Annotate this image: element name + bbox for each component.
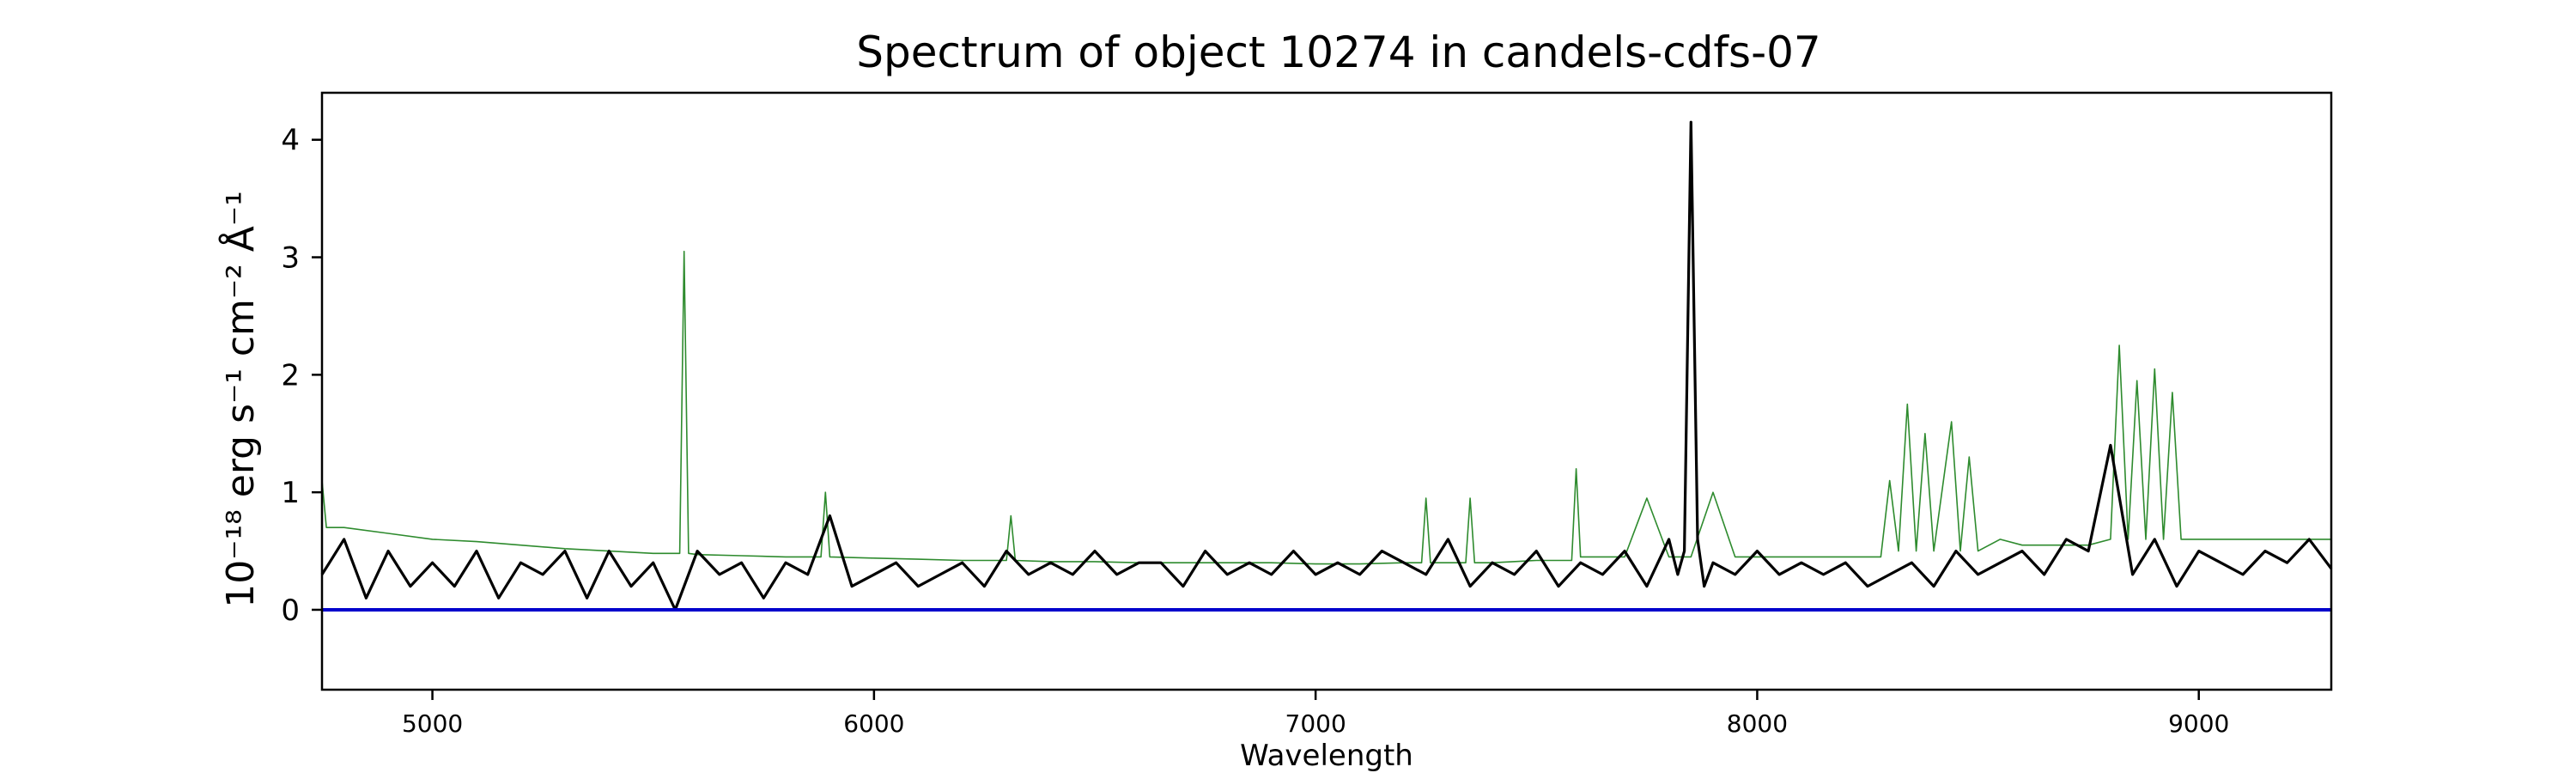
y-tick-label: 2 xyxy=(281,358,300,393)
x-tick-label: 6000 xyxy=(843,709,904,738)
y-axis-label: 10⁻¹⁸ erg s⁻¹ cm⁻² Å⁻¹ xyxy=(217,191,263,607)
plot-area xyxy=(320,93,2333,690)
error-spectrum-line xyxy=(321,250,2331,565)
plot-frame xyxy=(320,91,2333,691)
y-tick-label: 4 xyxy=(281,124,300,158)
flux-spectrum-line xyxy=(320,120,2333,612)
x-axis: 5000 6000 7000 8000 9000 xyxy=(402,690,2229,738)
y-tick-label: 1 xyxy=(281,476,300,510)
x-tick-label: 9000 xyxy=(2168,709,2229,738)
x-axis-label: Wavelength xyxy=(1240,739,1413,773)
y-tick-label: 3 xyxy=(281,241,300,276)
x-tick-label: 5000 xyxy=(402,709,463,738)
chart-title: Spectrum of object 10274 in candels-cdfs… xyxy=(856,27,1821,77)
x-tick-label: 7000 xyxy=(1285,709,1346,738)
y-tick-label: 0 xyxy=(281,593,300,628)
plot-background xyxy=(322,93,2331,690)
x-tick-label: 8000 xyxy=(1727,709,1788,738)
y-axis: 0 1 2 3 4 xyxy=(281,124,322,628)
